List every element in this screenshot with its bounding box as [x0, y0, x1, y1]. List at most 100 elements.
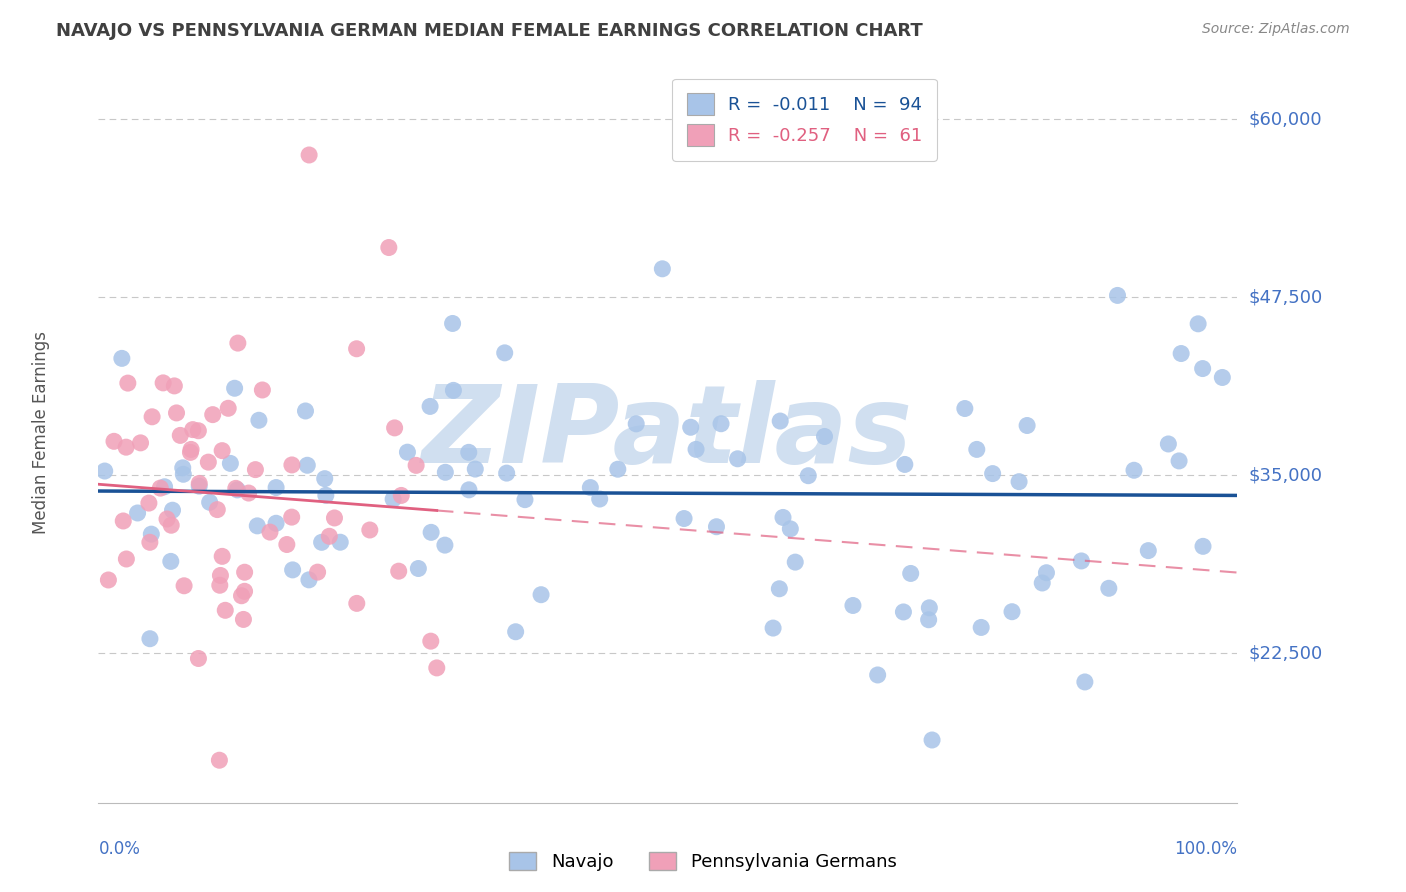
Point — [426, 661, 449, 675]
Point — [1017, 418, 1039, 433]
Point — [419, 634, 441, 648]
Point — [187, 651, 209, 665]
Point — [198, 495, 221, 509]
Point — [141, 409, 163, 424]
Point — [153, 480, 176, 494]
Point — [201, 408, 224, 422]
Point — [172, 467, 194, 482]
Point — [225, 481, 247, 495]
Text: $22,500: $22,500 — [1249, 644, 1323, 662]
Point — [589, 491, 612, 506]
Point — [264, 516, 287, 531]
Point — [329, 535, 352, 549]
Point — [866, 668, 889, 682]
Point — [797, 468, 820, 483]
Point — [226, 483, 249, 497]
Point — [785, 555, 807, 569]
Point — [149, 481, 172, 495]
Text: $47,500: $47,500 — [1249, 288, 1323, 306]
Point — [900, 566, 922, 581]
Point — [208, 753, 231, 767]
Point — [651, 261, 673, 276]
Point — [138, 496, 160, 510]
Point — [224, 381, 246, 395]
Text: $60,000: $60,000 — [1249, 111, 1322, 128]
Point — [197, 455, 219, 469]
Point — [297, 458, 319, 473]
Point — [156, 512, 179, 526]
Point — [384, 421, 406, 435]
Point — [685, 442, 707, 457]
Point — [163, 379, 186, 393]
Point — [606, 462, 628, 476]
Point — [129, 435, 152, 450]
Point — [211, 443, 233, 458]
Point — [281, 458, 304, 472]
Point — [494, 346, 516, 360]
Point — [259, 525, 281, 540]
Point — [768, 582, 790, 596]
Point — [233, 584, 256, 599]
Point — [893, 605, 915, 619]
Point — [166, 406, 188, 420]
Point — [1157, 437, 1180, 451]
Point — [219, 457, 242, 471]
Point — [1008, 475, 1031, 489]
Point — [458, 483, 481, 497]
Point — [710, 417, 733, 431]
Text: ZIPatlas: ZIPatlas — [422, 380, 914, 485]
Point — [679, 420, 702, 434]
Point — [953, 401, 976, 416]
Point — [382, 492, 405, 507]
Point — [1137, 543, 1160, 558]
Point — [405, 458, 427, 473]
Point — [139, 535, 162, 549]
Point — [359, 523, 381, 537]
Point — [231, 589, 253, 603]
Point — [162, 503, 184, 517]
Point — [579, 481, 602, 495]
Point — [180, 442, 202, 457]
Point — [280, 510, 302, 524]
Point — [311, 535, 333, 549]
Point — [727, 451, 749, 466]
Point — [318, 529, 340, 543]
Point — [281, 563, 304, 577]
Point — [842, 599, 865, 613]
Point — [169, 428, 191, 442]
Point — [457, 445, 479, 459]
Text: 0.0%: 0.0% — [98, 840, 141, 858]
Point — [238, 486, 260, 500]
Point — [434, 465, 457, 479]
Point — [298, 573, 321, 587]
Point — [276, 537, 298, 551]
Point — [209, 568, 232, 582]
Point — [673, 511, 696, 525]
Text: NAVAJO VS PENNSYLVANIA GERMAN MEDIAN FEMALE EARNINGS CORRELATION CHART: NAVAJO VS PENNSYLVANIA GERMAN MEDIAN FEM… — [56, 22, 922, 40]
Point — [127, 506, 149, 520]
Point — [245, 462, 267, 476]
Point — [294, 404, 316, 418]
Point — [420, 525, 443, 540]
Text: Median Female Earnings: Median Female Earnings — [32, 331, 51, 534]
Point — [1123, 463, 1146, 477]
Point — [1070, 554, 1092, 568]
Point — [247, 413, 270, 427]
Point — [433, 538, 456, 552]
Point — [505, 624, 527, 639]
Point — [1098, 582, 1121, 596]
Point — [314, 472, 336, 486]
Point — [264, 481, 287, 495]
Point — [981, 467, 1004, 481]
Point — [252, 383, 274, 397]
Text: Source: ZipAtlas.com: Source: ZipAtlas.com — [1202, 22, 1350, 37]
Point — [408, 561, 430, 575]
Point — [378, 240, 401, 255]
Point — [966, 442, 988, 457]
Point — [1074, 675, 1097, 690]
Point — [917, 613, 939, 627]
Point — [246, 519, 269, 533]
Point — [1191, 361, 1213, 376]
Point — [93, 464, 115, 478]
Point — [315, 488, 337, 502]
